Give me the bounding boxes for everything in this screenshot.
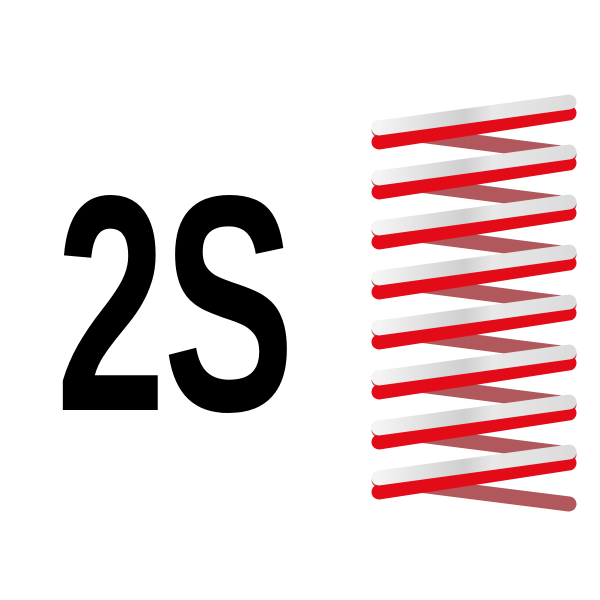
spring-front-red-strand xyxy=(371,405,577,450)
spring-front-silver-strand xyxy=(371,294,577,336)
spring-front-red-strand xyxy=(371,205,577,250)
spring-front-red-strand xyxy=(371,155,577,200)
spring-front-red-strand xyxy=(371,105,577,150)
logo-text: 2S xyxy=(56,132,295,476)
spring-front-red-strand xyxy=(371,355,577,400)
spring-front-silver-strand xyxy=(371,94,577,136)
spring-front-silver-strand xyxy=(371,344,577,386)
spring-front-silver-strand xyxy=(371,244,577,286)
spring-front-silver-strand xyxy=(371,144,577,186)
spring-front-silver-strand xyxy=(371,444,577,486)
spring-front-red-strand xyxy=(371,455,577,500)
spring-front-red-strand xyxy=(371,305,577,350)
spring-front-red-strand xyxy=(371,255,577,300)
spring-front-silver-strand xyxy=(371,394,577,436)
spring-front-silver-strand xyxy=(371,194,577,236)
